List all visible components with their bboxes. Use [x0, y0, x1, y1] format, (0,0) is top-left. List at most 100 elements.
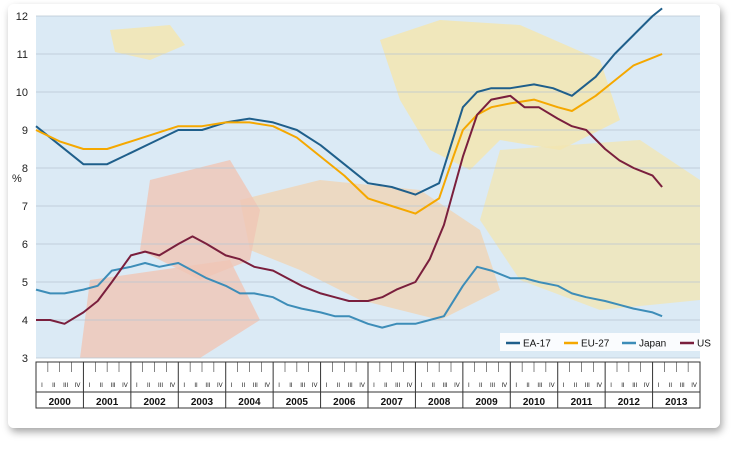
quarter-label: III: [205, 383, 210, 389]
quarter-label: III: [348, 383, 353, 389]
quarter-label: III: [63, 383, 68, 389]
quarter-label: II: [147, 383, 151, 389]
quarter-label: I: [658, 383, 660, 389]
quarter-label: I: [89, 383, 91, 389]
quarter-label: III: [585, 383, 590, 389]
quarter-label: IV: [312, 383, 318, 389]
quarter-label: II: [574, 383, 578, 389]
quarter-label: II: [242, 383, 246, 389]
quarter-label: I: [136, 383, 138, 389]
map-landmass-iberia: [80, 260, 260, 358]
year-label: 2006: [333, 397, 356, 408]
series-line-us: [36, 94, 663, 325]
y-tick-label: 12: [16, 11, 28, 23]
year-label: 2010: [523, 397, 546, 408]
quarter-label: III: [158, 383, 163, 389]
quarter-label: III: [680, 383, 685, 389]
quarter-label: I: [231, 383, 233, 389]
legend-label-japan: Japan: [639, 339, 666, 350]
quarter-label: II: [52, 383, 56, 389]
year-label: 2001: [96, 397, 119, 408]
quarter-label: I: [563, 383, 565, 389]
quarter-label: I: [183, 383, 185, 389]
map-landmass-east: [480, 140, 700, 310]
quarter-label: III: [253, 383, 258, 389]
quarter-label: III: [395, 383, 400, 389]
quarter-label: III: [632, 383, 637, 389]
year-label: 2002: [143, 397, 166, 408]
map-landmass-north: [380, 20, 620, 170]
year-label: 2004: [238, 397, 261, 408]
legend: EA-17 EU-27 Japan US: [500, 333, 711, 351]
series-lines: [35, 7, 663, 329]
year-label: 2005: [286, 397, 309, 408]
year-label: 2000: [49, 397, 72, 408]
quarter-label: I: [41, 383, 43, 389]
quarter-label: II: [479, 383, 483, 389]
quarter-label: I: [421, 383, 423, 389]
quarter-label: III: [537, 383, 542, 389]
y-axis-label: %: [12, 173, 22, 185]
quarter-label: IV: [217, 383, 223, 389]
year-label: 2013: [665, 397, 688, 408]
quarter-label: I: [468, 383, 470, 389]
y-tick-label: 5: [22, 277, 28, 289]
quarter-label: IV: [549, 383, 555, 389]
quarter-label: I: [326, 383, 328, 389]
y-tick-label: 4: [22, 315, 28, 327]
quarter-label: I: [515, 383, 517, 389]
quarter-label: III: [490, 383, 495, 389]
y-tick-label: 10: [16, 87, 28, 99]
legend-label-ea-17: EA-17: [523, 339, 551, 350]
legend-label-eu-27: EU-27: [581, 339, 610, 350]
quarter-label: II: [432, 383, 436, 389]
quarter-label: III: [443, 383, 448, 389]
quarter-label: IV: [691, 383, 697, 389]
year-label: 2009: [475, 397, 498, 408]
year-label: 2008: [428, 397, 451, 408]
quarter-label: IV: [264, 383, 270, 389]
series-line-japan: [35, 262, 663, 329]
quarter-label: II: [194, 383, 198, 389]
y-tick-label: 11: [17, 49, 28, 61]
quarter-label: II: [526, 383, 530, 389]
legend-label-us: US: [697, 339, 711, 350]
year-label: 2011: [571, 397, 593, 408]
y-tick-label: 7: [22, 201, 28, 213]
quarter-label: II: [621, 383, 625, 389]
quarter-label: II: [100, 383, 104, 389]
quarter-label: III: [300, 383, 305, 389]
quarter-label: IV: [454, 383, 460, 389]
plot-background: [36, 16, 700, 358]
quarter-label: II: [384, 383, 388, 389]
quarter-label: IV: [596, 383, 602, 389]
y-tick-label: 8: [22, 163, 28, 175]
series-line-eu-27: [35, 53, 663, 215]
quarter-label: II: [669, 383, 673, 389]
legend-box: [500, 333, 700, 351]
map-landmass-iceland: [110, 25, 185, 60]
year-label: 2007: [381, 397, 404, 408]
quarter-label: IV: [502, 383, 508, 389]
quarter-label: IV: [359, 383, 365, 389]
series-line-ea-17: [35, 7, 663, 196]
y-axis-tick-labels: 3 4 5 6 7 8 9 10 11 12: [16, 11, 28, 365]
y-tick-label: 6: [22, 239, 28, 251]
y-tick-label: 3: [22, 353, 28, 365]
quarter-label: I: [373, 383, 375, 389]
quarter-label: I: [278, 383, 280, 389]
year-label: 2012: [618, 397, 641, 408]
quarter-label: IV: [407, 383, 413, 389]
quarter-label: IV: [75, 383, 81, 389]
map-landmass-central: [240, 180, 500, 320]
y-tick-label: 9: [22, 125, 28, 137]
quarter-label: IV: [644, 383, 650, 389]
quarter-label: II: [289, 383, 293, 389]
quarter-label: I: [610, 383, 612, 389]
y-gridlines: [36, 15, 700, 359]
quarter-label: III: [111, 383, 116, 389]
quarter-label: II: [337, 383, 341, 389]
